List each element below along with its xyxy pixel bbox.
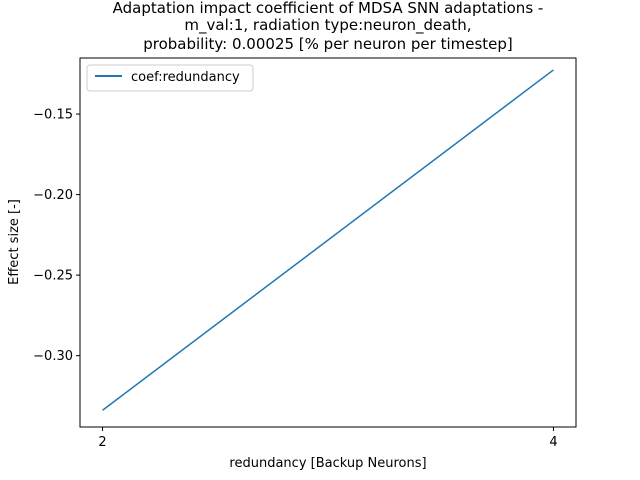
- y-tick-label: −0.25: [33, 269, 73, 284]
- legend: coef:redundancy: [86, 64, 254, 92]
- series-line-0: [102, 69, 554, 411]
- chart-title-line-3: probability: 0.00025 [% per neuron per t…: [143, 35, 513, 53]
- y-tick-label: −0.20: [33, 188, 73, 203]
- chart-title: Adaptation impact coefficient of MDSA SN…: [113, 0, 544, 53]
- y-axis: −0.30 −0.25 −0.20 −0.15: [33, 108, 80, 364]
- chart-title-line-1: Adaptation impact coefficient of MDSA SN…: [113, 0, 544, 17]
- x-tick-label: 2: [98, 435, 106, 450]
- legend-label: coef:redundancy: [131, 70, 240, 85]
- x-tick-label: 4: [549, 435, 557, 450]
- legend-box: [86, 64, 254, 92]
- plot-frame: [79, 57, 577, 428]
- chart-title-line-2: m_val:1, radiation type:neuron_death,: [184, 16, 471, 35]
- y-axis-label: Effect size [-]: [7, 199, 22, 285]
- y-tick-label: −0.30: [33, 349, 73, 364]
- y-tick-label: −0.15: [33, 108, 73, 123]
- x-axis-label: redundancy [Backup Neurons]: [229, 456, 426, 471]
- plot-area: [102, 69, 554, 411]
